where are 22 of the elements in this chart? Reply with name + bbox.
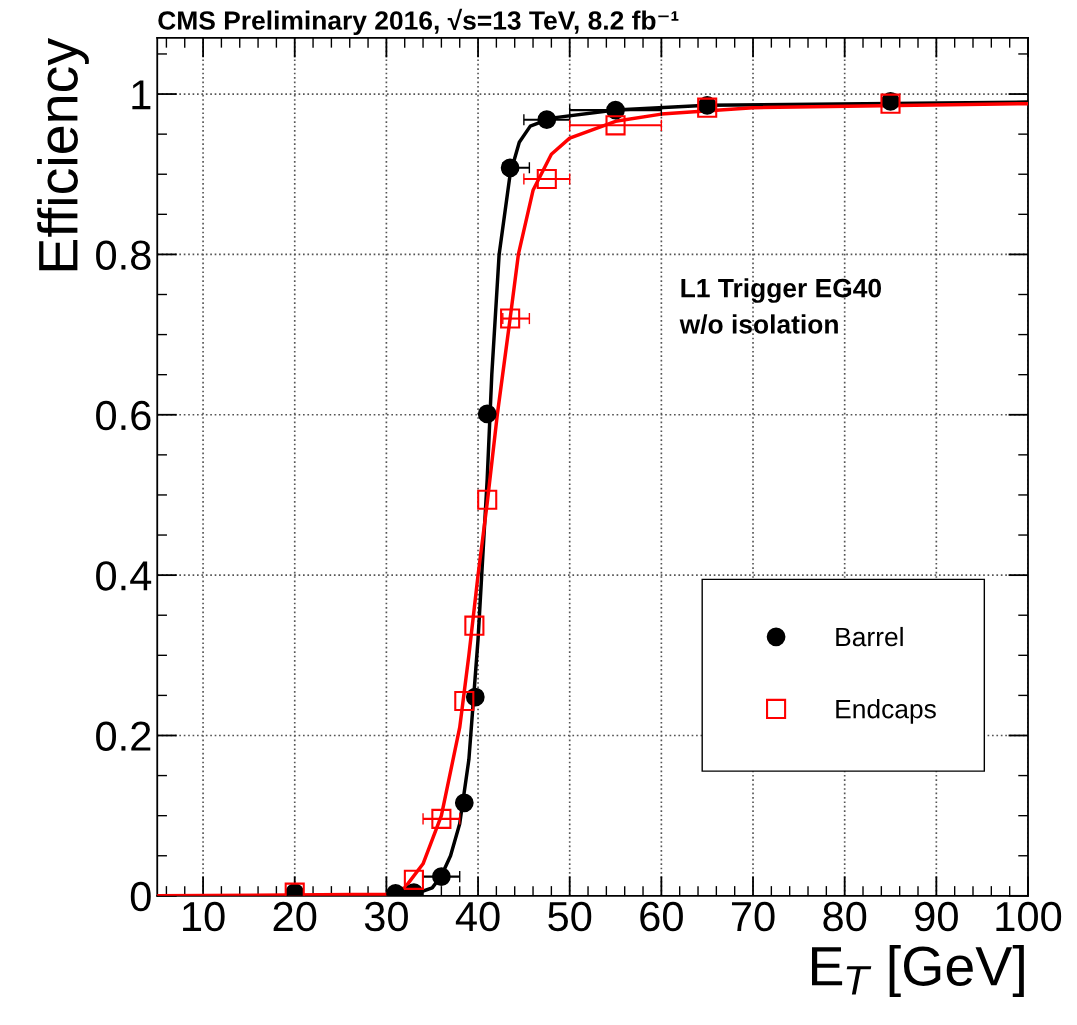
y-tick-label: 1 (132, 80, 151, 110)
x-tick-label: 70 (731, 901, 775, 932)
x-tick-label: 80 (823, 901, 867, 932)
chart-title: CMS Preliminary 2016, √s=13 TeV, 8.2 fb⁻¹ (158, 8, 679, 36)
x-tick-label: 100 (996, 901, 1062, 932)
x-tick-label: 90 (915, 901, 958, 932)
legend-label: Barrel (836, 626, 903, 647)
y-axis-title: Efficiency (37, 38, 89, 271)
x-tick-label: 60 (640, 901, 683, 932)
legend-label: Endcaps (836, 699, 936, 724)
y-tick-label: 0.4 (96, 561, 152, 591)
x-tick-label: 40 (455, 901, 500, 932)
y-tick-label: 0 (130, 881, 151, 912)
y-tick-label: 0.6 (96, 400, 151, 431)
y-tick-label: 0.8 (96, 240, 151, 270)
x-tick-label: 50 (548, 901, 592, 932)
x-axis-title: E$_{T}$ [GeV] (812, 945, 1024, 997)
x-tick-label: 10 (183, 901, 225, 932)
annotation: L1 Trigger EG40 w/o isolation (679, 278, 882, 334)
y-tick-label: 0.2 (96, 721, 151, 751)
x-tick-label: 20 (273, 901, 317, 932)
x-tick-label: 30 (364, 901, 408, 932)
